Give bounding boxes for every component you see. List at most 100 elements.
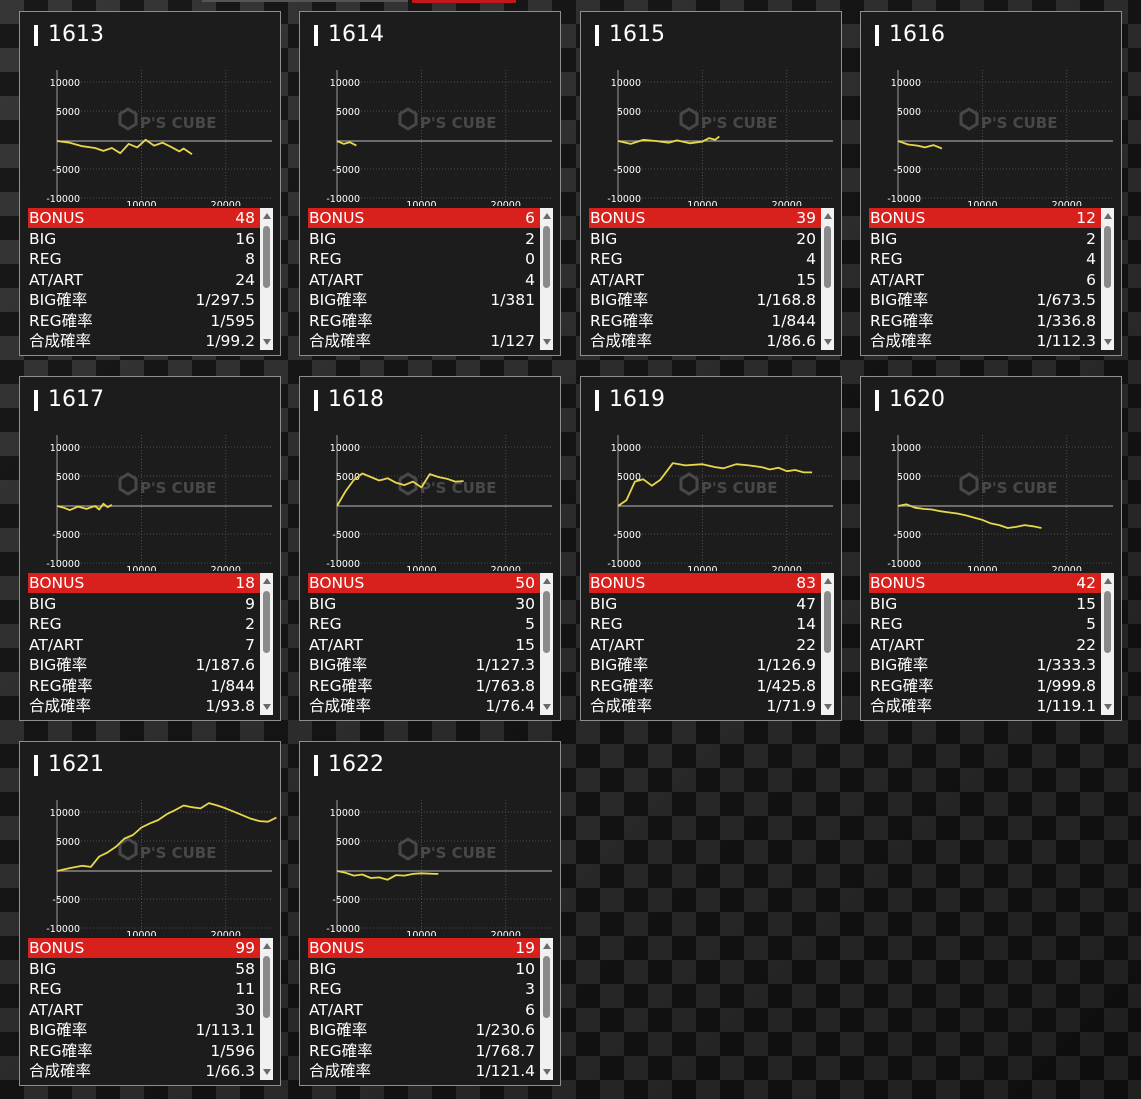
y-tick-label: 5000 bbox=[617, 472, 641, 483]
machine-card-1622[interactable]: 1622 P'S CUBE 10000 5000 -5000 -10000 10000 20… bbox=[299, 741, 561, 1086]
stats-scrollbar[interactable] bbox=[540, 573, 553, 715]
machine-card-1619[interactable]: 1619 P'S CUBE 10000 5000 -5000 -10000 10000 20… bbox=[580, 376, 842, 721]
machine-number[interactable]: 1618 bbox=[328, 387, 384, 412]
card-header: 1613 bbox=[34, 22, 270, 48]
scroll-up-arrow-icon[interactable] bbox=[263, 943, 271, 949]
machine-number[interactable]: 1613 bbox=[48, 22, 104, 47]
machine-number[interactable]: 1614 bbox=[328, 22, 384, 47]
stats-scrollbar[interactable] bbox=[260, 938, 273, 1080]
reg-rate-value: 1/336.8 bbox=[1036, 311, 1096, 330]
bonus-value: 39 bbox=[796, 209, 816, 227]
scroll-down-arrow-icon[interactable] bbox=[263, 704, 271, 710]
y-tick-label: -10000 bbox=[607, 194, 641, 205]
machine-number[interactable]: 1615 bbox=[609, 22, 665, 47]
scroll-thumb[interactable] bbox=[263, 226, 270, 288]
scroll-up-arrow-icon[interactable] bbox=[543, 943, 551, 949]
scroll-up-arrow-icon[interactable] bbox=[543, 578, 551, 584]
scroll-thumb[interactable] bbox=[824, 226, 831, 288]
scroll-down-arrow-icon[interactable] bbox=[263, 1069, 271, 1075]
machine-card-1616[interactable]: 1616 P'S CUBE 10000 5000 -5000 -10000 10000 20… bbox=[860, 11, 1122, 356]
stats-scrollbar[interactable] bbox=[1101, 573, 1114, 715]
reg-rate-value: 1/763.8 bbox=[475, 676, 535, 695]
atart-value: 24 bbox=[235, 270, 255, 289]
scroll-down-arrow-icon[interactable] bbox=[824, 339, 832, 345]
y-tick-label: 10000 bbox=[330, 443, 360, 454]
y-tick-label: 10000 bbox=[611, 443, 641, 454]
stats-scrollbar[interactable] bbox=[821, 208, 834, 350]
scroll-down-arrow-icon[interactable] bbox=[1104, 704, 1112, 710]
machine-card-1614[interactable]: 1614 P'S CUBE 10000 5000 -5000 -10000 10000 20… bbox=[299, 11, 561, 356]
big-rate-label: BIG確率 bbox=[590, 656, 649, 674]
y-tick-label: 10000 bbox=[50, 78, 80, 89]
scroll-up-arrow-icon[interactable] bbox=[1104, 578, 1112, 584]
reg-row: REG 4 bbox=[869, 249, 1101, 269]
total-rate-value: 1/99.2 bbox=[205, 332, 255, 350]
atart-label: AT/ART bbox=[29, 635, 83, 654]
x-tick-label: 20000 bbox=[211, 930, 241, 936]
scroll-thumb[interactable] bbox=[543, 956, 550, 1018]
scroll-thumb[interactable] bbox=[1104, 226, 1111, 288]
scroll-down-arrow-icon[interactable] bbox=[263, 339, 271, 345]
scroll-up-arrow-icon[interactable] bbox=[824, 213, 832, 219]
top-tab-inactive[interactable] bbox=[202, 0, 408, 2]
stats-scrollbar[interactable] bbox=[260, 208, 273, 350]
machine-number[interactable]: 1617 bbox=[48, 387, 104, 412]
stats-scrollbar[interactable] bbox=[260, 573, 273, 715]
machine-card-1613[interactable]: 1613 P'S CUBE 10000 5000 -5000 -10000 10000 20… bbox=[19, 11, 281, 356]
watermark-text: P'S CUBE bbox=[701, 114, 777, 132]
machine-card-1621[interactable]: 1621 P'S CUBE 10000 5000 -5000 -10000 10000 20… bbox=[19, 741, 281, 1086]
big-label: BIG bbox=[309, 229, 337, 248]
machine-number[interactable]: 1619 bbox=[609, 387, 665, 412]
machine-number[interactable]: 1616 bbox=[889, 22, 945, 47]
scroll-up-arrow-icon[interactable] bbox=[1104, 213, 1112, 219]
machine-card-1620[interactable]: 1620 P'S CUBE 10000 5000 -5000 -10000 10000 20… bbox=[860, 376, 1122, 721]
atart-row: AT/ART 22 bbox=[589, 635, 821, 655]
big-rate-label: BIG確率 bbox=[309, 1021, 368, 1039]
big-rate-row: BIG確率 1/381 bbox=[308, 290, 540, 310]
scroll-thumb[interactable] bbox=[263, 591, 270, 653]
scroll-down-arrow-icon[interactable] bbox=[543, 704, 551, 710]
atart-row: AT/ART 6 bbox=[308, 1000, 540, 1020]
stats-scrollbar[interactable] bbox=[1101, 208, 1114, 350]
machine-card-1615[interactable]: 1615 P'S CUBE 10000 5000 -5000 -10000 10000 20… bbox=[580, 11, 842, 356]
total-rate-row: 合成確率 1/99.2 bbox=[28, 331, 260, 351]
scroll-down-arrow-icon[interactable] bbox=[543, 1069, 551, 1075]
machine-number[interactable]: 1620 bbox=[889, 387, 945, 412]
watermark-text: P'S CUBE bbox=[420, 479, 496, 497]
big-row: BIG 30 bbox=[308, 594, 540, 614]
scroll-down-arrow-icon[interactable] bbox=[543, 339, 551, 345]
scroll-up-arrow-icon[interactable] bbox=[263, 578, 271, 584]
scroll-thumb[interactable] bbox=[543, 591, 550, 653]
machine-card-1617[interactable]: 1617 P'S CUBE 10000 5000 -5000 -10000 10000 20… bbox=[19, 376, 281, 721]
scroll-thumb[interactable] bbox=[1104, 591, 1111, 653]
top-tab-active[interactable] bbox=[412, 0, 516, 3]
total-rate-label: 合成確率 bbox=[870, 697, 933, 715]
payout-series-line bbox=[617, 462, 813, 507]
stats-scrollbar[interactable] bbox=[540, 938, 553, 1080]
atart-row: AT/ART 15 bbox=[589, 270, 821, 290]
atart-row: AT/ART 15 bbox=[308, 635, 540, 655]
scroll-thumb[interactable] bbox=[824, 591, 831, 653]
pscube-watermark-logo: P'S CUBE bbox=[679, 107, 777, 132]
card-header: 1617 bbox=[34, 387, 270, 413]
scroll-down-arrow-icon[interactable] bbox=[824, 704, 832, 710]
scroll-up-arrow-icon[interactable] bbox=[543, 213, 551, 219]
scroll-up-arrow-icon[interactable] bbox=[263, 213, 271, 219]
scroll-thumb[interactable] bbox=[263, 956, 270, 1018]
machine-card-1618[interactable]: 1618 P'S CUBE 10000 5000 -5000 -10000 10000 20… bbox=[299, 376, 561, 721]
y-tick-label: -10000 bbox=[607, 559, 641, 570]
header-accent-bar bbox=[34, 25, 38, 46]
machine-number[interactable]: 1622 bbox=[328, 752, 384, 777]
big-rate-value: 1/333.3 bbox=[1036, 656, 1096, 674]
stats-scrollbar[interactable] bbox=[821, 573, 834, 715]
machine-number[interactable]: 1621 bbox=[48, 752, 104, 777]
big-rate-label: BIG確率 bbox=[870, 291, 929, 309]
stats-scrollbar[interactable] bbox=[540, 208, 553, 350]
scroll-down-arrow-icon[interactable] bbox=[1104, 339, 1112, 345]
payout-graph: P'S CUBE 10000 5000 -5000 -10000 10000 20000 bbox=[326, 800, 552, 936]
scroll-up-arrow-icon[interactable] bbox=[824, 578, 832, 584]
payout-series-line bbox=[336, 472, 464, 507]
scroll-thumb[interactable] bbox=[543, 226, 550, 288]
header-accent-bar bbox=[314, 390, 318, 411]
atart-label: AT/ART bbox=[590, 270, 644, 289]
